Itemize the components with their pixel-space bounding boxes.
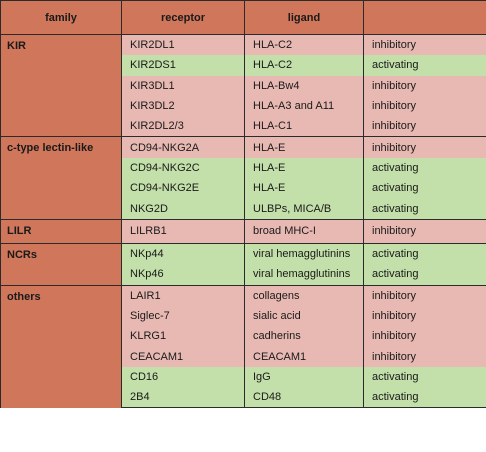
receptor-cell: KIR2DL2/3 [121,116,245,138]
function-cell: activating [363,264,486,286]
ligand-cell: IgG [244,366,364,388]
function-cell: activating [363,178,486,199]
table-body: KIR KIR2DL1 HLA-C2 inhibitory KIR2DS1 HLA-C2 a… [0,33,486,409]
ligand-cell: CEACAM1 [244,346,364,367]
function-cell: activating [363,366,486,388]
receptor-cell: CEACAM1 [121,346,245,367]
table-row: KIR2DS1 HLA-C2 activating [1,55,486,76]
receptor-cell: LAIR1 [121,284,245,306]
ligand-cell: HLA-C2 [244,34,364,56]
family-cell: NCRs [0,242,122,286]
header-row: family receptor ligand [0,0,486,35]
table-row: LILR LILRB1 broad MHC-I inhibitory [0,218,486,244]
table-row: c-type lectin-like CD94-NKG2A HLA-E inhibit… [0,136,486,220]
table-row: NKG2D ULBPs, MICA/B activating [1,198,486,220]
ligand-cell: cadherins [244,326,364,347]
function-cell: inhibitory [363,136,486,158]
receptor-cell: CD16 [121,366,245,388]
header-receptor: receptor [121,0,245,35]
header-family: family [0,0,122,35]
ligand-cell: HLA-C2 [244,55,364,76]
function-cell: inhibitory [363,326,486,347]
table-row: KIR3DL2 HLA-A3 and A11 inhibitory [1,95,486,117]
table-row: CEACAM1 CEACAM1 inhibitory [1,346,486,367]
function-cell: inhibitory [363,346,486,367]
receptor-cell: KIR2DL1 [121,34,245,56]
table-row: KIR3DL1 HLA-Bw4 inhibitory [1,75,486,96]
function-cell: inhibitory [363,116,486,138]
receptor-cell: KIR2DS1 [121,55,245,76]
receptor-table: family receptor ligand KIR KIR2DL1 HLA-C2 i… [0,0,486,409]
ligand-cell: CD48 [244,387,364,409]
receptor-cell: NKG2D [121,198,245,220]
header-function [363,0,486,35]
receptor-cell: NKp46 [121,264,245,286]
receptor-cell: Siglec-7 [121,305,245,327]
function-cell: inhibitory [363,95,486,117]
receptor-cell: KIR3DL1 [121,75,245,96]
family-cell: c-type lectin-like [0,136,122,220]
table-row: others LAIR1 collagens inhibitory [0,284,486,408]
table-row: Siglec-7 sialic acid inhibitory [1,305,486,327]
family-cell: LILR [0,218,122,244]
receptor-cell: KLRG1 [121,326,245,347]
receptor-cell: CD94-NKG2A [121,136,245,158]
receptor-cell: LILRB1 [121,218,245,244]
function-cell: inhibitory [363,34,486,56]
table-row: 2B4 CD48 activating [1,387,486,409]
receptor-cell: CD94-NKG2C [121,157,245,179]
table-row: KIR2DL2/3 HLA-C1 inhibitory [1,116,486,138]
ligand-cell: HLA-A3 and A11 [244,95,364,117]
ligand-cell: broad MHC-I [244,218,364,244]
ligand-cell: HLA-E [244,178,364,199]
ligand-cell: sialic acid [244,305,364,327]
function-cell: activating [363,55,486,76]
table-row: CD94-NKG2E HLA-E activating [1,178,486,199]
function-cell: activating [363,157,486,179]
receptor-cell: KIR3DL2 [121,95,245,117]
table-row: KLRG1 cadherins inhibitory [1,326,486,347]
table-row: KIR KIR2DL1 HLA-C2 inhibitory [0,33,486,137]
function-cell: inhibitory [363,305,486,327]
header-ligand: ligand [244,0,364,35]
family-cell: KIR [0,33,122,137]
function-cell: inhibitory [363,284,486,306]
receptor-cell: NKp44 [121,242,245,265]
ligand-cell: HLA-C1 [244,116,364,138]
ligand-cell: HLA-E [244,136,364,158]
function-cell: inhibitory [363,218,486,244]
ligand-cell: collagens [244,284,364,306]
ligand-cell: viral hemagglutinins [244,242,364,265]
ligand-cell: ULBPs, MICA/B [244,198,364,220]
table-row: CD94-NKG2C HLA-E activating [1,157,486,179]
function-cell: activating [363,242,486,265]
receptor-cell: CD94-NKG2E [121,178,245,199]
function-cell: activating [363,387,486,409]
table-row: CD16 IgG activating [1,366,486,388]
ligand-cell: HLA-E [244,157,364,179]
family-cell: others [0,284,122,408]
function-cell: inhibitory [363,75,486,96]
receptor-cell: 2B4 [121,387,245,409]
table-row: NCRs NKp44 viral hemagglutinins activating [0,242,486,286]
function-cell: activating [363,198,486,220]
ligand-cell: viral hemagglutinins [244,264,364,286]
ligand-cell: HLA-Bw4 [244,75,364,96]
